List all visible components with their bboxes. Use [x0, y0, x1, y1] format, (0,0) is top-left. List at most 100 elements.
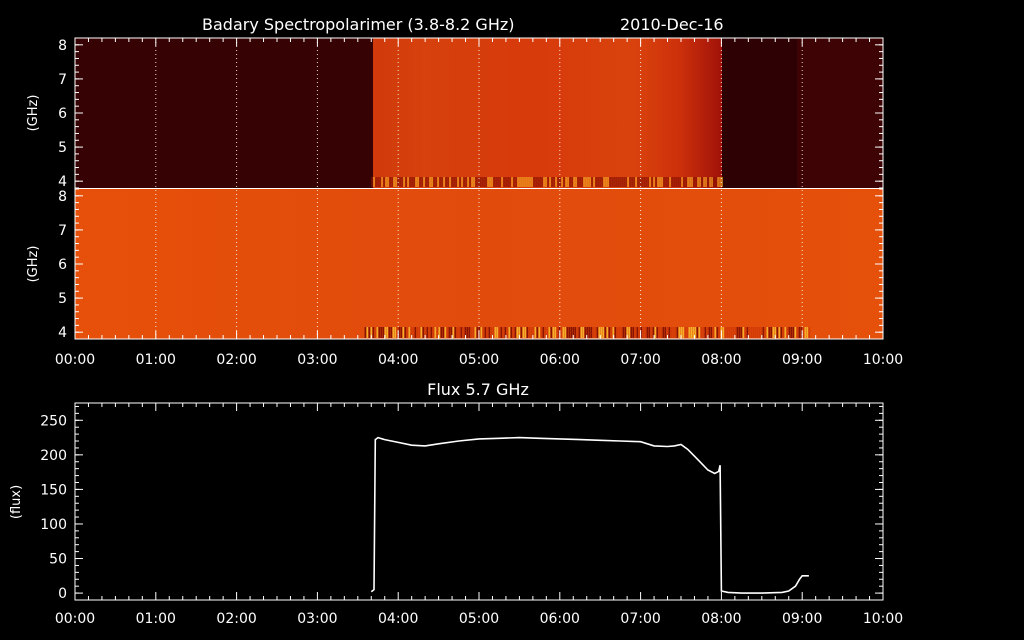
flux-line	[370, 436, 809, 594]
noise-stripe	[450, 327, 453, 338]
noise-stripe	[409, 177, 411, 187]
noise-stripe	[724, 327, 727, 338]
noise-stripe	[806, 327, 809, 338]
noise-stripe	[661, 177, 663, 187]
noise-stripe	[493, 177, 495, 187]
noise-stripe	[477, 177, 479, 187]
noise-stripe	[792, 327, 795, 338]
noise-stripe	[608, 327, 611, 338]
noise-stripe	[671, 177, 673, 187]
noise-stripe	[476, 327, 479, 338]
noise-stripe	[774, 327, 777, 338]
noise-stripe	[673, 177, 675, 187]
spectrogram-top-ylabel: (GHz)	[26, 95, 41, 132]
spectrogram-bottom-ytick-label: 7	[58, 223, 67, 239]
noise-stripe	[586, 327, 589, 338]
noise-stripe	[458, 327, 461, 338]
noise-stripe	[525, 177, 527, 187]
noise-stripe	[633, 177, 635, 187]
noise-stripe	[512, 327, 515, 338]
noise-stripe	[748, 327, 751, 338]
noise-stripe	[431, 177, 433, 187]
noise-stripe	[514, 327, 517, 338]
noise-stripe	[374, 327, 377, 338]
noise-stripe	[667, 177, 669, 187]
noise-stripe	[537, 177, 539, 187]
noise-stripe	[689, 177, 691, 187]
noise-stripe	[704, 327, 707, 338]
noise-stripe	[423, 177, 425, 187]
noise-stripe	[371, 177, 373, 187]
spectrogram-top-active	[373, 38, 722, 188]
noise-stripe	[516, 327, 519, 338]
flux-ytick-label: 150	[40, 482, 67, 498]
noise-stripe	[515, 177, 517, 187]
noise-stripe	[684, 327, 687, 338]
noise-stripe	[635, 177, 637, 187]
spectrogram-xtick-label: 07:00	[620, 352, 660, 368]
noise-stripe	[383, 177, 385, 187]
noise-stripe	[690, 327, 693, 338]
noise-stripe	[746, 327, 749, 338]
noise-stripe	[721, 177, 723, 187]
noise-stripe	[413, 177, 415, 187]
noise-stripe	[502, 327, 505, 338]
noise-stripe	[507, 177, 509, 187]
noise-stripe	[370, 327, 373, 338]
noise-stripe	[780, 327, 783, 338]
noise-stripe	[522, 327, 525, 338]
noise-stripe	[588, 327, 591, 338]
spectrogram-top-ytick-label: 5	[58, 140, 67, 156]
noise-stripe	[561, 177, 563, 187]
noise-stripe	[467, 177, 469, 187]
noise-stripe	[504, 327, 507, 338]
noise-stripe	[544, 327, 547, 338]
noise-stripe	[419, 177, 421, 187]
noise-stripe	[665, 177, 667, 187]
noise-stripe	[518, 327, 521, 338]
noise-stripe	[762, 327, 765, 338]
noise-stripe	[591, 177, 593, 187]
noise-stripe	[719, 177, 721, 187]
flux-xtick-label: 09:00	[782, 611, 822, 627]
noise-stripe	[666, 327, 669, 338]
noise-stripe	[578, 327, 581, 338]
noise-stripe	[654, 327, 657, 338]
noise-stripe	[444, 327, 447, 338]
noise-stripe	[506, 327, 509, 338]
flux-xtick-label: 03:00	[297, 611, 337, 627]
noise-stripe	[394, 327, 397, 338]
noise-stripe	[543, 177, 545, 187]
noise-stripe	[686, 327, 689, 338]
noise-stripe	[480, 327, 483, 338]
noise-stripe	[630, 327, 633, 338]
noise-stripe	[782, 327, 785, 338]
noise-stripe	[390, 327, 393, 338]
noise-stripe	[569, 177, 571, 187]
flux-xtick-label: 08:00	[701, 611, 741, 627]
noise-stripe	[760, 327, 763, 338]
noise-stripe	[657, 177, 659, 187]
noise-stripe	[416, 327, 419, 338]
noise-stripe	[523, 177, 525, 187]
spectrogram-xtick-label: 06:00	[540, 352, 580, 368]
noise-stripe	[712, 327, 715, 338]
noise-stripe	[646, 327, 649, 338]
noise-stripe	[499, 177, 501, 187]
noise-stripe	[688, 327, 691, 338]
noise-stripe	[603, 177, 605, 187]
noise-stripe	[699, 177, 701, 187]
noise-stripe	[732, 327, 735, 338]
noise-stripe	[784, 327, 787, 338]
noise-stripe	[564, 327, 567, 338]
noise-stripe	[426, 327, 429, 338]
noise-stripe	[640, 327, 643, 338]
noise-stripe	[677, 177, 679, 187]
noise-stripe	[445, 177, 447, 187]
noise-stripe	[596, 327, 599, 338]
noise-stripe	[428, 327, 431, 338]
noise-stripe	[798, 327, 801, 338]
noise-stripe	[532, 327, 535, 338]
noise-stripe	[489, 177, 491, 187]
noise-stripe	[482, 327, 485, 338]
